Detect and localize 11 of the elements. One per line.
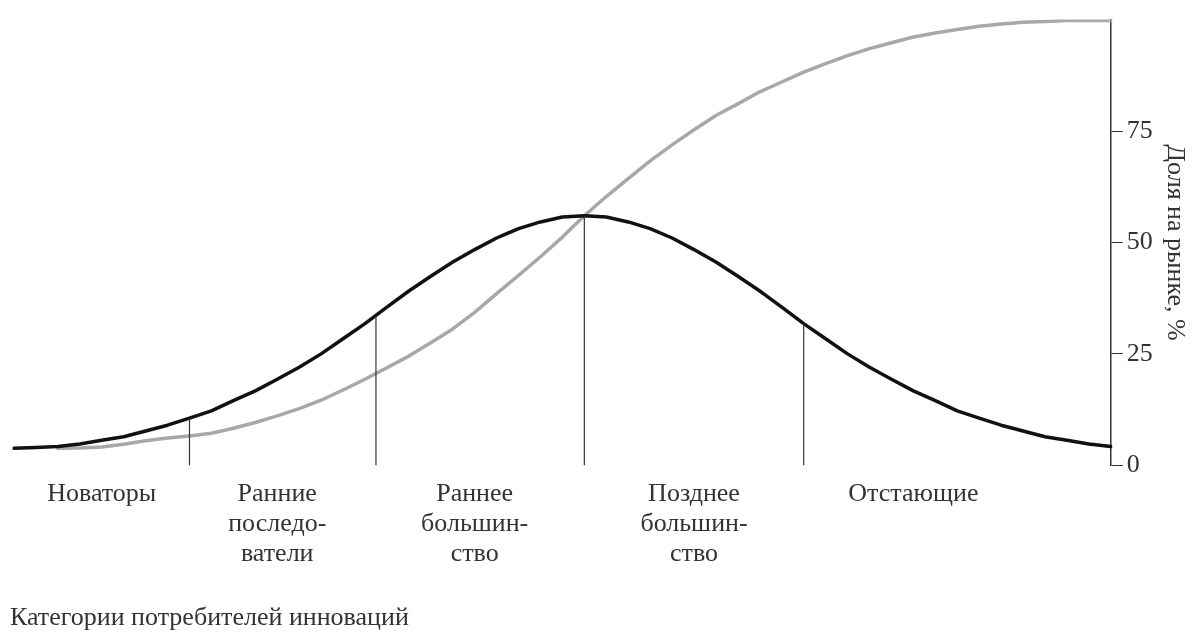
x-tick-label: Позднее большин- ство: [640, 478, 748, 567]
y-tick-label: 75: [1126, 114, 1153, 144]
x-tick-label: Раннее большин- ство: [421, 478, 529, 567]
y-tick-label: 25: [1126, 337, 1153, 367]
y-tick-label: 50: [1126, 226, 1153, 256]
x-tick-label: Отстающие: [848, 478, 979, 508]
y-tick-label: 0: [1126, 449, 1140, 479]
x-tick-label: Ранние последо- ватели: [228, 478, 327, 567]
x-tick-label: Новаторы: [47, 478, 157, 508]
y-axis-title: Доля на рынке, %: [1161, 144, 1191, 341]
x-axis-title: Категории потребителей инноваций: [10, 602, 409, 631]
